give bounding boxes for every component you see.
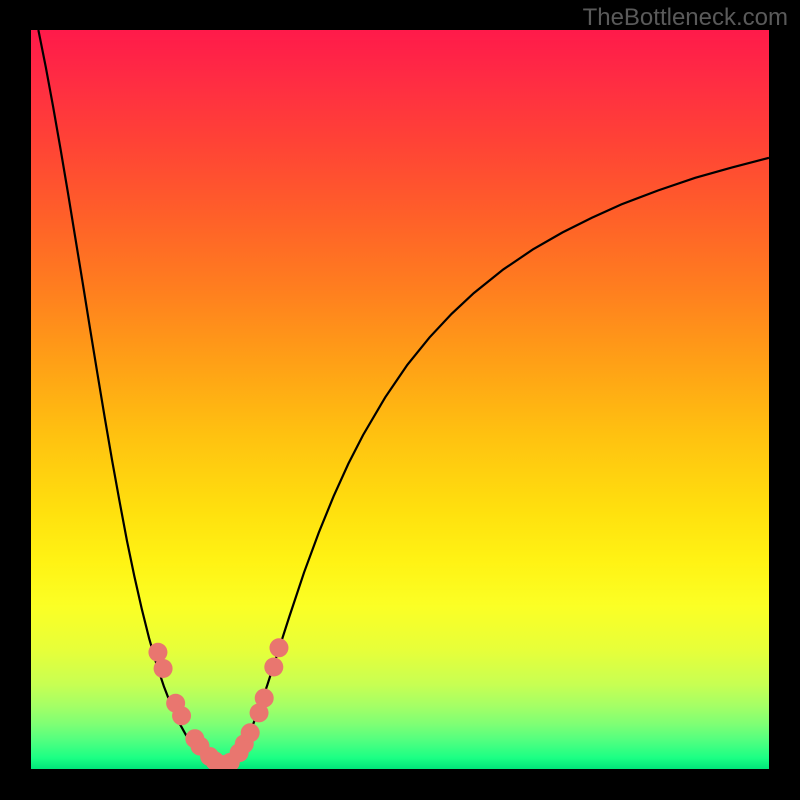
bottleneck-curve-chart <box>31 30 769 769</box>
data-marker <box>241 723 260 742</box>
marker-group <box>148 638 288 769</box>
data-marker <box>154 659 173 678</box>
plot-area <box>31 30 769 769</box>
data-marker <box>255 689 274 708</box>
curve-right <box>223 158 769 769</box>
data-marker <box>172 706 191 725</box>
curve-left <box>38 30 223 769</box>
plot-frame <box>0 0 800 800</box>
watermark-text: TheBottleneck.com <box>583 4 788 32</box>
data-marker <box>264 658 283 677</box>
data-marker <box>269 638 288 657</box>
data-marker <box>148 643 167 662</box>
